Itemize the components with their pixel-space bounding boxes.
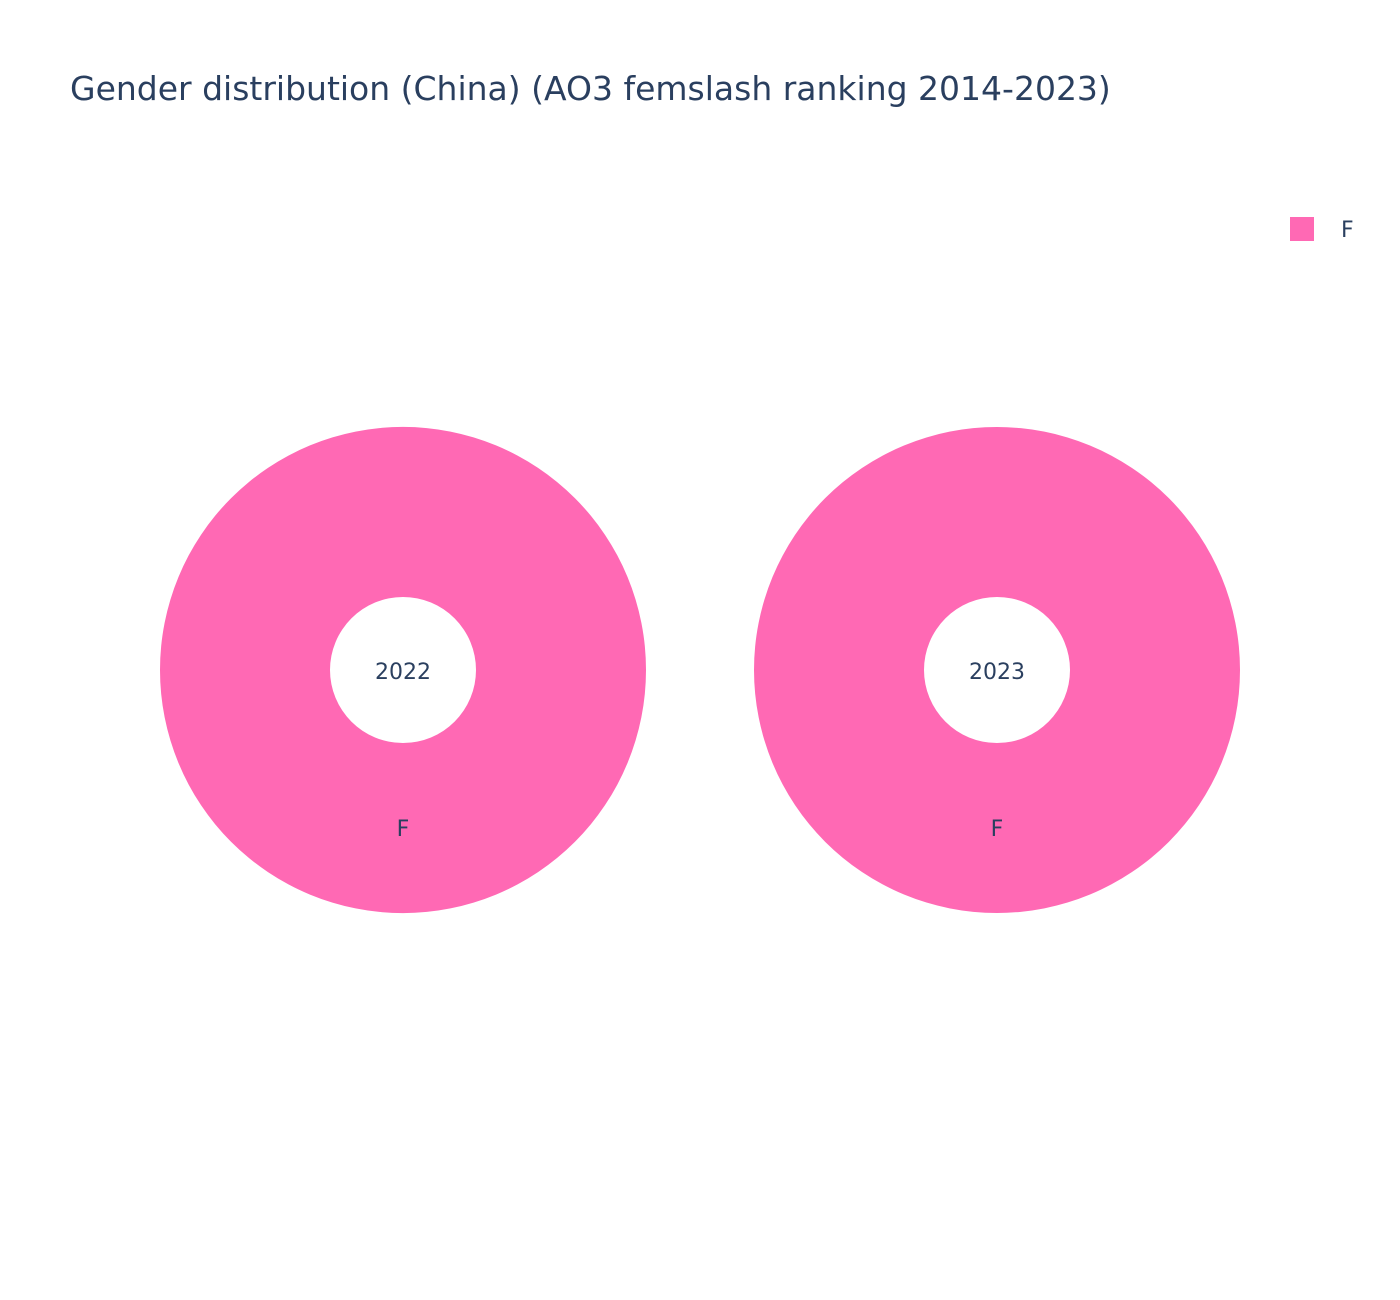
legend-label[interactable]: F (1341, 218, 1354, 243)
legend[interactable]: F (1290, 217, 1354, 243)
donut-chart-2022: F 2022 (159, 426, 646, 914)
chart-title: Gender distribution (China) (AO3 femslas… (70, 69, 1111, 108)
donut-charts: F 2022 F 2023 (159, 426, 1240, 914)
donut-slice-F[interactable] (754, 427, 1240, 913)
legend-swatch[interactable] (1290, 217, 1314, 241)
donut-chart-2023: F 2023 (754, 427, 1240, 913)
slice-label: F (991, 817, 1004, 842)
slice-label: F (397, 817, 410, 842)
donut-center-label: 2022 (375, 660, 431, 685)
donut-slice-F[interactable] (159, 426, 646, 914)
donut-center-label: 2023 (969, 660, 1025, 685)
